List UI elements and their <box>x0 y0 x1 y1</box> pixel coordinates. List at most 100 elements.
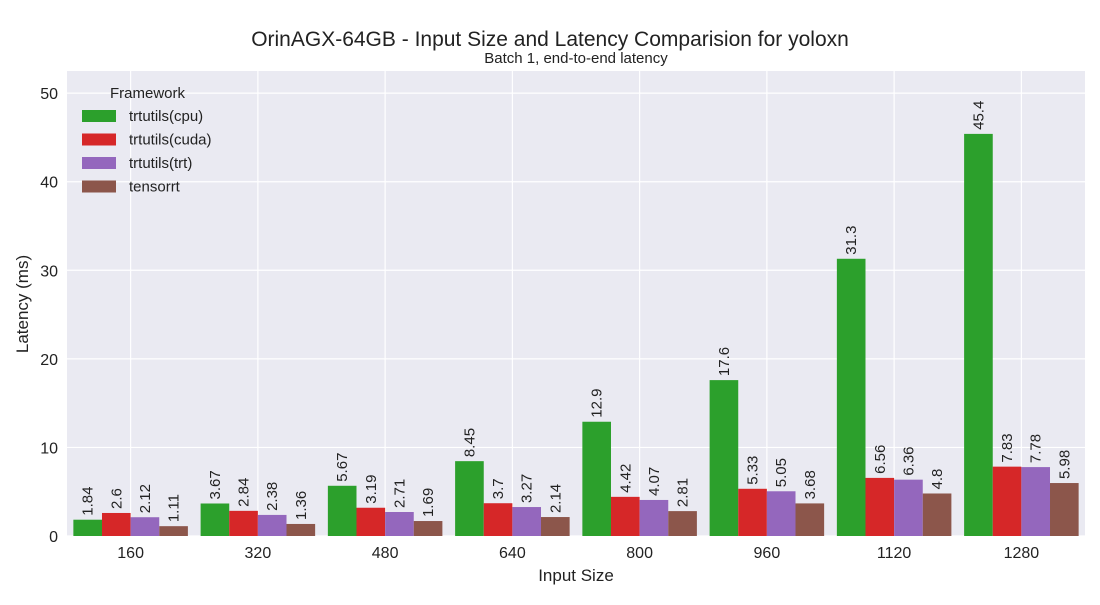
y-ticks-group: 0 10 20 30 40 50 <box>40 86 58 546</box>
bar-value-label: 8.45 <box>461 428 478 457</box>
x-ticks-group: 160 320 480 640 800 960 1120 1280 <box>117 545 1039 562</box>
chart-title: OrinAGX-64GB - Input Size and Latency Co… <box>251 28 849 51</box>
legend-entry: trtutils(trt) <box>129 155 192 172</box>
chart-subtitle: Batch 1, end-to-end latency <box>484 50 668 67</box>
x-tick-label: 800 <box>626 545 653 562</box>
bar <box>286 523 316 536</box>
bar <box>865 477 895 536</box>
bar <box>130 517 160 536</box>
bar-value-label: 2.38 <box>264 482 281 511</box>
bar <box>455 461 484 536</box>
bar-value-label: 2.14 <box>547 484 564 513</box>
bar-value-label: 5.05 <box>773 458 790 487</box>
x-tick-label: 1280 <box>1004 545 1040 562</box>
bar <box>582 421 611 536</box>
x-tick-label: 1120 <box>877 545 912 562</box>
bar <box>483 503 513 536</box>
legend: Framework trtutils(cpu) trtutils(cuda) trt… <box>82 85 212 196</box>
x-tick-label: 160 <box>117 545 144 562</box>
legend-title: Framework <box>110 85 186 102</box>
legend-entry: tensorrt <box>129 179 181 196</box>
legend-swatch <box>82 110 116 122</box>
plot-area <box>67 71 1085 536</box>
bar-value-label: 1.69 <box>420 488 437 517</box>
bar-value-label: 1.11 <box>166 494 183 522</box>
y-tick-label: 50 <box>40 86 58 103</box>
bar <box>1050 483 1079 536</box>
bar <box>610 496 640 536</box>
bar <box>795 503 825 536</box>
bar <box>229 510 258 536</box>
gridlines <box>67 71 1085 537</box>
y-tick-label: 0 <box>49 529 58 546</box>
y-tick-label: 30 <box>40 263 58 280</box>
legend-swatch <box>82 157 116 169</box>
x-tick-label: 640 <box>499 545 526 562</box>
bar <box>894 479 923 536</box>
y-axis-label: Latency (ms) <box>13 255 32 353</box>
x-axis-label: Input Size <box>538 566 614 585</box>
bar-value-label: 5.67 <box>334 453 351 482</box>
bar-value-label: 1.36 <box>293 491 310 520</box>
bar <box>668 511 697 536</box>
bar-value-label: 3.19 <box>363 475 380 504</box>
bar-value-label: 3.27 <box>519 474 536 503</box>
data-labels-group: 1.84 3.67 5.67 8.45 12.9 17.6 31.3 45.4 2.6 2.84 3… <box>80 101 1074 522</box>
bar <box>413 521 443 536</box>
bar-value-label: 2.84 <box>236 478 253 507</box>
y-tick-label: 40 <box>40 175 58 192</box>
bar <box>101 512 131 536</box>
bar-value-label: 4.8 <box>929 469 946 490</box>
bar-value-label: 4.07 <box>646 467 663 496</box>
bar-value-label: 12.9 <box>589 389 606 418</box>
bar <box>922 493 952 536</box>
bar-value-label: 6.36 <box>900 446 917 475</box>
bar-value-label: 2.81 <box>675 478 692 507</box>
bar <box>200 503 230 536</box>
bar-value-label: 2.12 <box>137 484 154 513</box>
bar-value-label: 17.6 <box>716 347 733 376</box>
bar <box>541 517 570 536</box>
bar <box>327 485 357 536</box>
x-tick-label: 480 <box>372 545 399 562</box>
bar <box>159 526 188 536</box>
bar <box>738 488 767 536</box>
legend-entry: trtutils(cpu) <box>129 108 203 125</box>
bar-value-label: 7.78 <box>1028 434 1045 463</box>
bar-value-label: 1.84 <box>80 486 97 515</box>
bar-value-label: 4.42 <box>617 464 634 493</box>
bar <box>1021 467 1051 536</box>
bars-group <box>73 133 1079 536</box>
bar <box>639 499 669 536</box>
legend-swatch <box>82 133 116 146</box>
bar-value-label: 3.7 <box>490 478 507 499</box>
bar-value-label: 5.98 <box>1056 450 1073 479</box>
bar-value-label: 2.6 <box>108 488 125 509</box>
bar <box>356 507 386 536</box>
bar <box>73 519 102 536</box>
bar-value-label: 3.67 <box>207 470 224 499</box>
x-tick-label: 320 <box>245 545 272 562</box>
legend-entry: trtutils(cuda) <box>129 132 212 149</box>
x-tick-label: 960 <box>754 545 781 562</box>
y-tick-label: 20 <box>40 352 58 369</box>
bar <box>512 507 542 536</box>
bar-value-label: 7.83 <box>999 433 1016 462</box>
bar-value-label: 31.3 <box>843 226 860 255</box>
bar-value-label: 6.56 <box>872 445 889 474</box>
bar-value-label: 2.71 <box>391 479 408 508</box>
legend-swatch <box>82 180 116 193</box>
bar <box>257 514 287 536</box>
bar <box>709 380 739 536</box>
y-tick-label: 10 <box>40 440 58 457</box>
bar <box>766 491 796 536</box>
bar <box>385 511 414 536</box>
bar <box>836 258 866 536</box>
bar-value-label: 5.33 <box>745 456 762 485</box>
bar <box>992 466 1022 536</box>
bar <box>964 133 993 536</box>
bar-value-label: 3.68 <box>802 470 819 499</box>
bar-value-label: 45.4 <box>970 101 987 130</box>
